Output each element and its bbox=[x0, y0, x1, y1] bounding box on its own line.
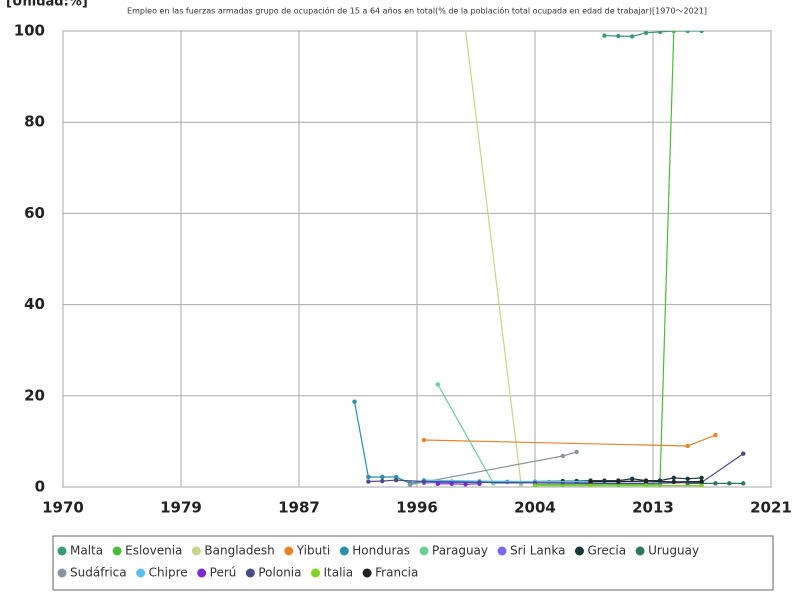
legend-label: Bangladesh bbox=[204, 544, 274, 558]
data-point bbox=[352, 400, 356, 404]
data-point bbox=[713, 433, 717, 437]
data-point bbox=[408, 483, 412, 487]
y-tick-label: 80 bbox=[24, 113, 45, 131]
legend-label: Sri Lanka bbox=[510, 544, 565, 558]
data-point bbox=[422, 438, 426, 442]
data-point bbox=[686, 477, 690, 481]
x-tick-label: 1970 bbox=[42, 499, 84, 517]
data-point bbox=[380, 479, 384, 483]
y-tick-label: 40 bbox=[24, 295, 45, 313]
legend-label: Perú bbox=[210, 566, 237, 580]
data-point bbox=[366, 475, 370, 479]
legend-label: Francia bbox=[375, 566, 418, 580]
legend-label: Malta bbox=[70, 544, 103, 558]
unit-label: [Unidad:%] bbox=[6, 0, 88, 10]
legend-label: Italia bbox=[324, 566, 354, 580]
data-point bbox=[477, 480, 481, 484]
legend-marker bbox=[575, 547, 584, 556]
legend-label: Eslovenia bbox=[125, 544, 182, 558]
data-point bbox=[630, 34, 634, 38]
data-point bbox=[436, 382, 440, 386]
data-point bbox=[727, 481, 731, 485]
legend-label: Grecia bbox=[587, 544, 626, 558]
legend-label: Polonia bbox=[258, 566, 301, 580]
data-point bbox=[672, 476, 676, 480]
data-point bbox=[699, 479, 703, 483]
data-point bbox=[686, 444, 690, 448]
legend-marker bbox=[284, 547, 293, 556]
data-point bbox=[672, 29, 676, 33]
data-point bbox=[505, 480, 509, 484]
data-point bbox=[380, 475, 384, 479]
legend-marker bbox=[113, 547, 122, 556]
y-tick-label: 20 bbox=[24, 386, 45, 404]
x-tick-label: 2021 bbox=[750, 499, 792, 517]
data-point bbox=[741, 452, 745, 456]
x-tick-label: 2013 bbox=[632, 499, 674, 517]
data-point bbox=[699, 29, 703, 33]
legend-label: Yibuti bbox=[296, 544, 331, 558]
series-line bbox=[355, 402, 535, 484]
legend-marker bbox=[498, 547, 507, 556]
legend-label: Uruguay bbox=[648, 544, 699, 558]
data-point bbox=[686, 29, 690, 33]
x-tick-label: 1979 bbox=[160, 499, 202, 517]
data-point bbox=[658, 30, 662, 34]
data-point bbox=[672, 480, 676, 484]
legend-marker bbox=[58, 569, 67, 578]
data-point bbox=[602, 478, 606, 482]
data-point bbox=[394, 478, 398, 482]
legend-marker bbox=[197, 569, 206, 578]
legend-label: Paraguay bbox=[432, 544, 488, 558]
legend-marker bbox=[340, 547, 349, 556]
legend-marker bbox=[636, 547, 645, 556]
data-point bbox=[644, 479, 648, 483]
plot-area bbox=[352, 0, 745, 488]
data-point bbox=[616, 34, 620, 38]
series-line bbox=[438, 384, 605, 483]
legend-marker bbox=[311, 569, 320, 578]
x-tick-label: 1996 bbox=[396, 499, 438, 517]
y-tick-label: 0 bbox=[35, 478, 45, 496]
data-point bbox=[741, 481, 745, 485]
chart-title: Empleo en las fuerzas armadas grupo de o… bbox=[127, 6, 707, 16]
y-tick-label: 60 bbox=[24, 204, 45, 222]
data-point bbox=[602, 33, 606, 37]
data-point bbox=[713, 481, 717, 485]
x-tick-label: 2004 bbox=[514, 499, 556, 517]
series-line bbox=[452, 0, 521, 485]
x-tick-label: 1987 bbox=[278, 499, 320, 517]
data-point bbox=[422, 479, 426, 483]
data-point bbox=[644, 31, 648, 35]
legend-label: Chipre bbox=[149, 566, 188, 580]
legend-marker bbox=[136, 569, 145, 578]
y-tick-label: 100 bbox=[14, 22, 45, 40]
data-point bbox=[366, 479, 370, 483]
legend-marker bbox=[363, 569, 372, 578]
legend-label: Honduras bbox=[352, 544, 410, 558]
legend-marker bbox=[58, 547, 67, 556]
legend-marker bbox=[192, 547, 201, 556]
data-point bbox=[616, 479, 620, 483]
data-point bbox=[630, 477, 634, 481]
legend-marker bbox=[246, 569, 255, 578]
legend-marker bbox=[420, 547, 429, 556]
data-point bbox=[588, 479, 592, 483]
data-point bbox=[561, 454, 565, 458]
data-point bbox=[574, 450, 578, 454]
legend-label: Sudáfrica bbox=[70, 566, 127, 580]
